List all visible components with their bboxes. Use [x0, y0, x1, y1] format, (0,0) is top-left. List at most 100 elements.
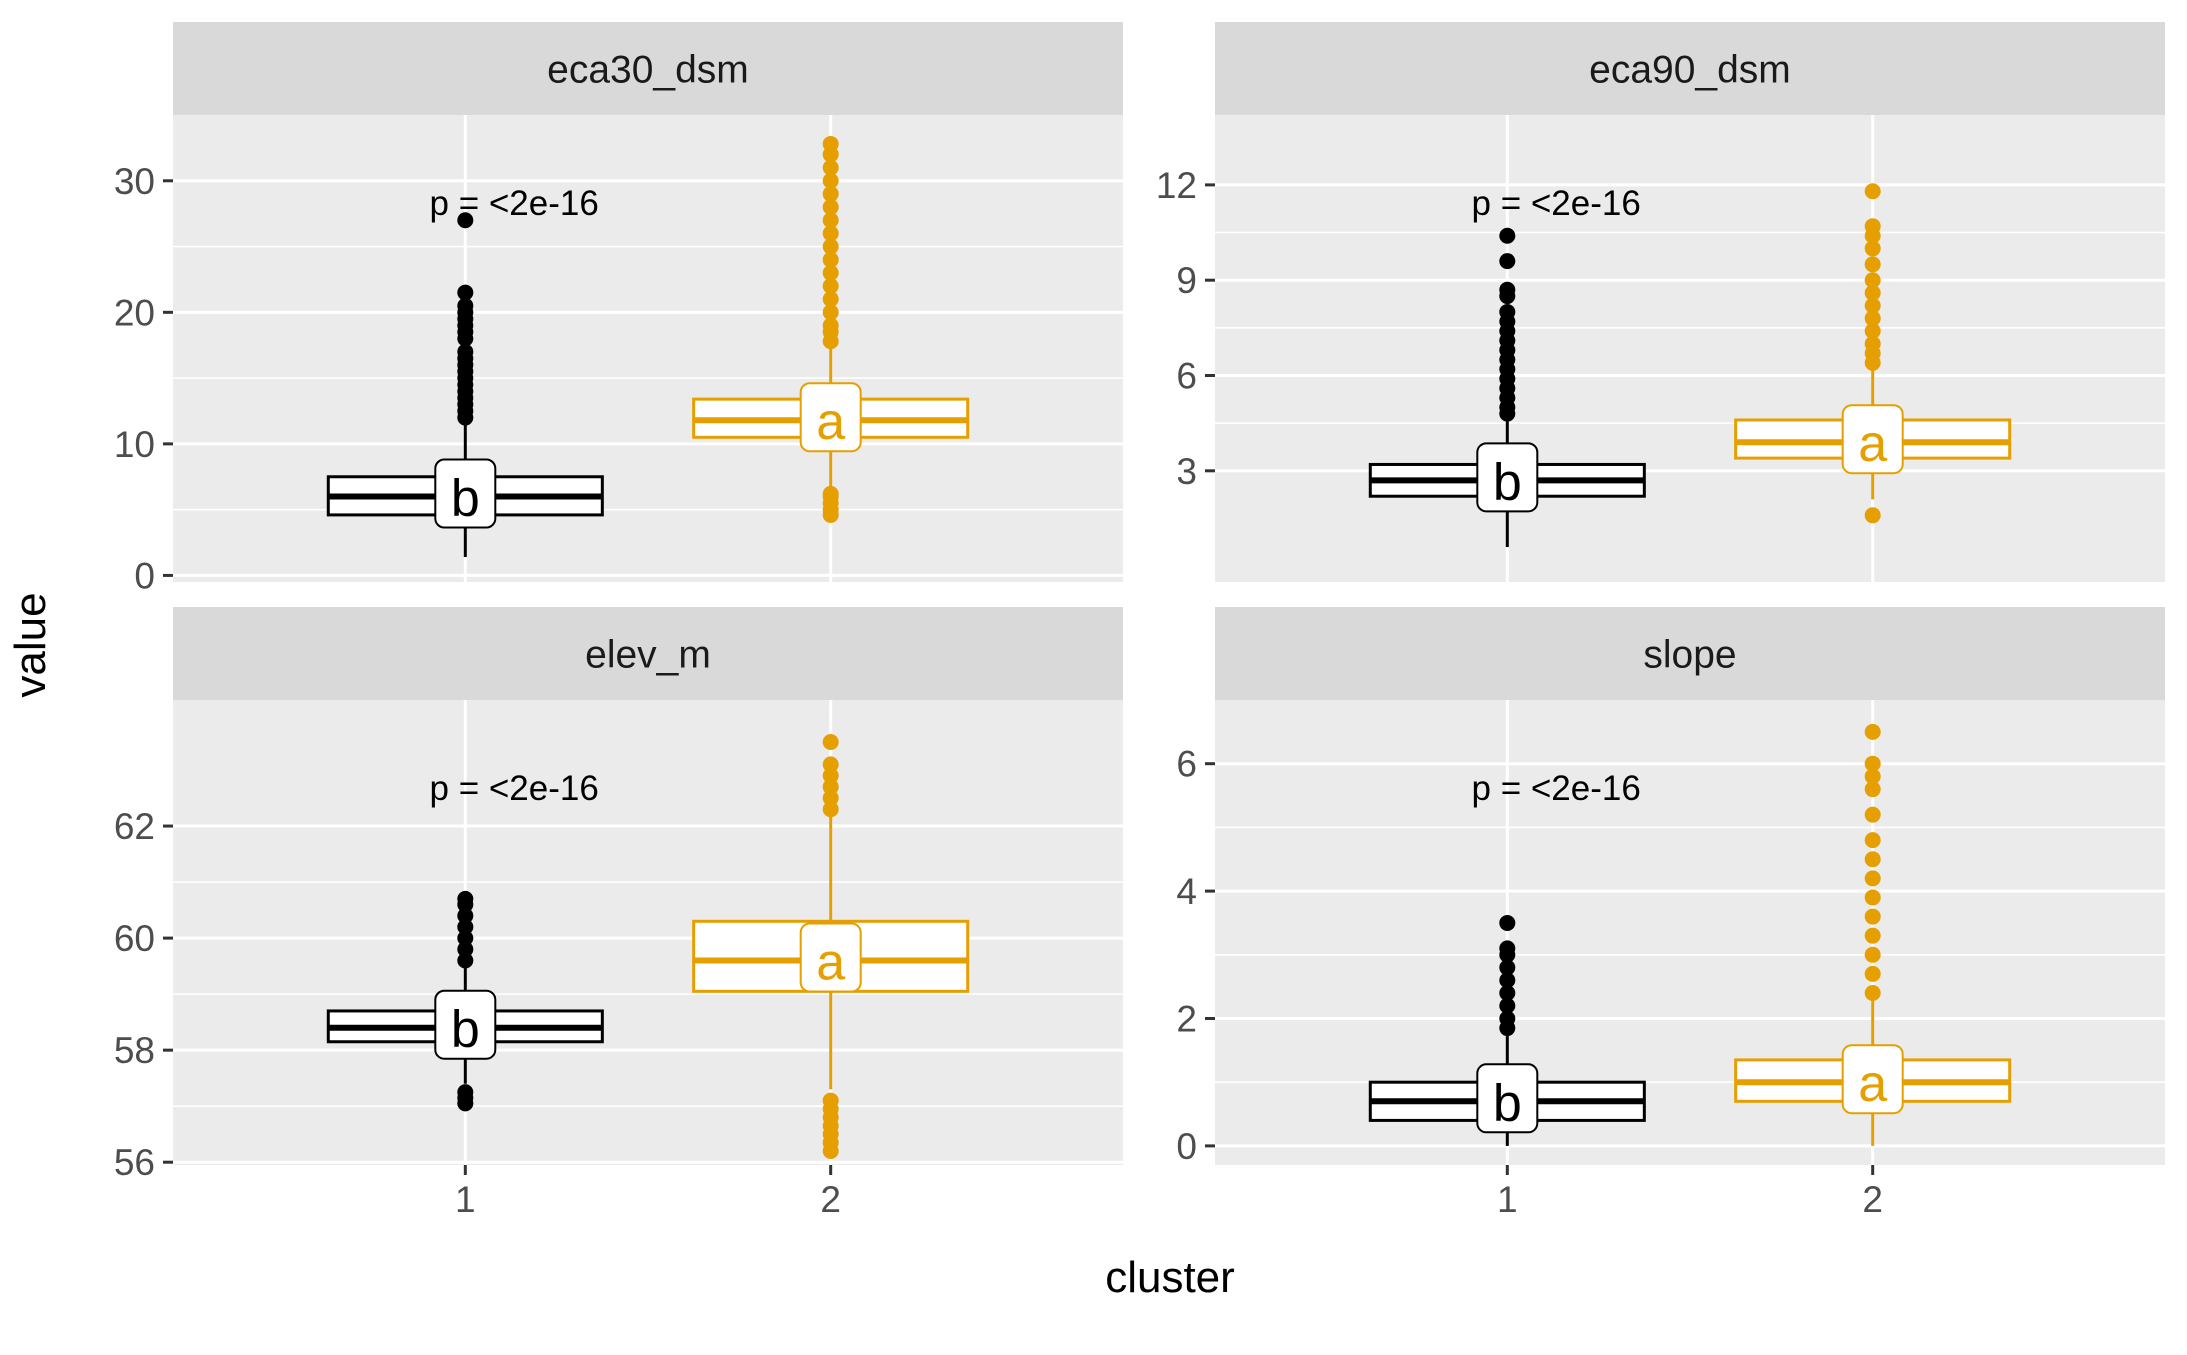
panel-title: slope: [1643, 634, 1736, 677]
outlier-point: [822, 790, 839, 807]
outlier-point: [822, 1092, 839, 1109]
y-tick-label: 20: [114, 292, 155, 333]
x-tick-label: 1: [455, 1179, 476, 1220]
outlier-point: [822, 251, 839, 268]
y-tick-label: 0: [134, 555, 155, 596]
y-tick-label: 56: [114, 1142, 155, 1183]
outlier-point: [457, 284, 474, 301]
outlier-point: [1499, 281, 1516, 298]
outlier-point: [822, 172, 839, 189]
outlier-point: [1864, 908, 1881, 925]
outlier-point: [1864, 284, 1881, 301]
panel-background: [1215, 115, 2165, 582]
p-value-label: p = <2e-16: [1472, 184, 1641, 223]
y-tick-label: 3: [1176, 451, 1197, 492]
panel-strip: [173, 22, 1123, 115]
outlier-point: [1499, 985, 1516, 1002]
group-letter-label: b: [451, 469, 480, 527]
outlier-point: [457, 343, 474, 360]
outlier-point: [1499, 1010, 1516, 1027]
y-tick-label: 4: [1176, 871, 1197, 912]
panel-strip: [1215, 22, 2165, 115]
outlier-point: [1499, 940, 1516, 957]
outlier-point: [1864, 240, 1881, 257]
y-tick-label: 2: [1176, 998, 1197, 1039]
outlier-point: [457, 907, 474, 924]
y-tick-label: 30: [114, 161, 155, 202]
outlier-point: [457, 952, 474, 969]
outlier-point: [822, 291, 839, 308]
y-tick-label: 62: [114, 806, 155, 847]
outlier-point: [1499, 959, 1516, 976]
outlier-point: [1864, 781, 1881, 798]
panel-background: [173, 115, 1123, 582]
outlier-point: [1864, 946, 1881, 963]
outlier-point: [822, 159, 839, 176]
outlier-point: [457, 1084, 474, 1101]
outlier-point: [822, 778, 839, 795]
p-value-label: p = <2e-16: [430, 769, 599, 808]
group-letter-box: [1841, 404, 1904, 475]
outlier-point: [1864, 927, 1881, 944]
y-axis-title: value: [6, 592, 55, 697]
group-letter-box: [1841, 1044, 1904, 1115]
outlier-point: [1499, 303, 1516, 320]
outlier-point: [822, 801, 839, 818]
outlier-point: [1864, 297, 1881, 314]
outlier-point: [1499, 914, 1516, 931]
p-value-label: p = <2e-16: [430, 184, 599, 223]
outlier-point: [1864, 965, 1881, 982]
outlier-point: [457, 212, 474, 229]
outlier-point: [1499, 972, 1516, 989]
outlier-point: [822, 185, 839, 202]
outlier-point: [1864, 806, 1881, 823]
outlier-point: [457, 890, 474, 907]
group-letter-label: a: [816, 934, 845, 992]
panel-title: eca30_dsm: [547, 49, 749, 92]
y-tick-label: 60: [114, 918, 155, 959]
outlier-point: [822, 317, 839, 334]
panel-title: eca90_dsm: [1589, 49, 1791, 92]
outlier-point: [457, 941, 474, 958]
outlier-point: [1864, 889, 1881, 906]
group-letter-label: b: [1493, 1074, 1522, 1132]
y-tick-label: 6: [1176, 744, 1197, 785]
group-letter-label: a: [1858, 415, 1887, 473]
outlier-point: [457, 297, 474, 314]
outlier-point: [822, 225, 839, 242]
outlier-point: [1864, 218, 1881, 235]
outlier-point: [1864, 870, 1881, 887]
p-value-label: p = <2e-16: [1472, 769, 1641, 808]
outlier-point: [1864, 183, 1881, 200]
x-tick-label: 1: [1497, 1179, 1518, 1220]
outlier-point: [1864, 310, 1881, 327]
outlier-point: [1864, 755, 1881, 772]
outlier-point: [457, 930, 474, 947]
outlier-point: [457, 918, 474, 935]
outlier-point: [822, 278, 839, 295]
group-letter-label: b: [1493, 453, 1522, 511]
panel-background: [1215, 700, 2165, 1165]
y-tick-label: 6: [1176, 356, 1197, 397]
outlier-point: [1499, 997, 1516, 1014]
y-tick-label: 58: [114, 1030, 155, 1071]
x-tick-label: 2: [820, 1179, 841, 1220]
outlier-point: [822, 767, 839, 784]
outlier-point: [822, 304, 839, 321]
outlier-point: [822, 756, 839, 773]
group-letter-box: [799, 382, 862, 453]
outlier-point: [1499, 253, 1516, 270]
outlier-point: [1864, 768, 1881, 785]
outlier-point: [1864, 507, 1881, 524]
group-letter-box: [799, 922, 862, 993]
panel-background: [173, 700, 1123, 1165]
group-letter-label: b: [451, 1001, 480, 1059]
outlier-point: [1864, 323, 1881, 340]
outlier-point: [1864, 851, 1881, 868]
panel-strip: [173, 607, 1123, 700]
outlier-point: [822, 485, 839, 502]
panel-strip: [1215, 607, 2165, 700]
outlier-point: [1864, 723, 1881, 740]
